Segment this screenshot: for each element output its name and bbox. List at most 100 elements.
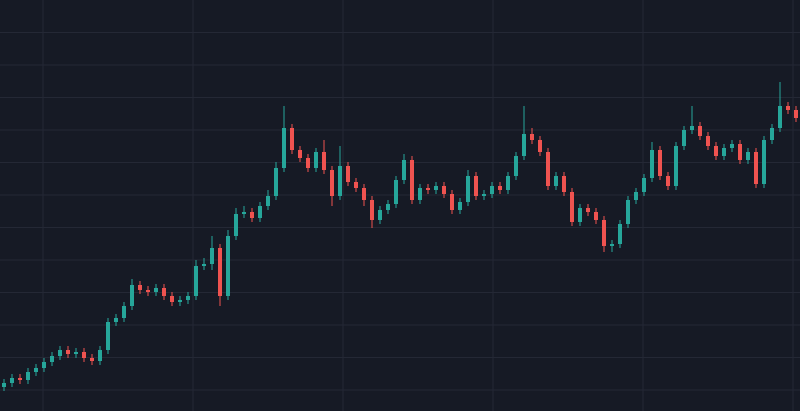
candle-body — [138, 285, 142, 290]
candle-body — [346, 166, 350, 182]
candle-body — [794, 110, 798, 118]
candle-body — [202, 264, 206, 266]
candle-body — [442, 186, 446, 194]
candle-body — [106, 322, 110, 350]
candle-body — [338, 166, 342, 196]
candle-body — [514, 156, 518, 176]
candle-body — [738, 144, 742, 160]
candle-body — [330, 170, 334, 196]
candle-body — [26, 372, 30, 380]
candle-body — [194, 266, 198, 296]
candle-body — [58, 350, 62, 356]
candle-body — [498, 186, 502, 190]
candle-body — [242, 212, 246, 214]
candle-body — [690, 126, 694, 130]
candle-body — [82, 352, 86, 358]
candle-body — [298, 150, 302, 158]
candle-body — [394, 180, 398, 204]
candle-body — [786, 106, 790, 110]
candle-body — [714, 146, 718, 156]
candle-body — [450, 194, 454, 210]
candle-body — [474, 176, 478, 196]
candle-body — [706, 136, 710, 146]
candle-body — [34, 368, 38, 372]
candle-body — [66, 350, 70, 354]
candle-body — [698, 126, 702, 136]
candle-body — [506, 176, 510, 190]
candle-body — [426, 188, 430, 190]
candle-body — [658, 150, 662, 176]
candle-body — [554, 176, 558, 186]
candle-body — [434, 186, 438, 190]
candle-body — [522, 134, 526, 156]
candle-body — [770, 128, 774, 140]
candle-body — [370, 200, 374, 220]
candle-body — [594, 212, 598, 220]
candle-body — [250, 212, 254, 218]
candle-body — [610, 244, 614, 246]
candle-body — [306, 158, 310, 168]
candle-body — [634, 192, 638, 200]
candle-body — [730, 144, 734, 148]
candle-body — [586, 208, 590, 212]
candle-body — [570, 192, 574, 222]
candle-body — [282, 128, 286, 168]
candle-body — [114, 318, 118, 322]
candle-body — [562, 176, 566, 192]
candle-body — [10, 378, 14, 383]
candle-body — [466, 176, 470, 202]
candles — [2, 82, 798, 391]
candle-body — [402, 160, 406, 180]
candle-body — [218, 248, 222, 296]
candle-body — [266, 196, 270, 206]
candle-body — [146, 290, 150, 292]
candle-body — [386, 204, 390, 210]
candle-body — [458, 202, 462, 210]
candle-body — [258, 206, 262, 218]
candle-body — [50, 356, 54, 362]
candle-body — [18, 378, 22, 380]
candle-body — [362, 188, 366, 200]
candle-body — [226, 236, 230, 296]
candle-body — [746, 152, 750, 160]
candle-body — [482, 194, 486, 196]
candle-body — [74, 352, 78, 354]
candle-body — [314, 152, 318, 168]
candle-body — [130, 285, 134, 306]
candle-body — [602, 220, 606, 246]
candle-body — [778, 106, 782, 128]
candle-body — [762, 140, 766, 184]
candle-body — [546, 152, 550, 186]
candle-body — [178, 300, 182, 302]
candle-body — [490, 186, 494, 194]
candle-body — [154, 288, 158, 292]
candle-body — [234, 214, 238, 236]
candle-body — [626, 200, 630, 224]
candle-body — [674, 146, 678, 186]
candle-body — [210, 248, 214, 264]
candle-body — [642, 178, 646, 192]
candle-body — [2, 383, 6, 387]
candle-body — [578, 208, 582, 222]
candle-body — [410, 160, 414, 200]
candle-body — [722, 148, 726, 156]
candle-body — [170, 296, 174, 302]
candle-body — [538, 140, 542, 152]
candle-body — [162, 288, 166, 296]
candle-body — [354, 182, 358, 188]
candle-body — [418, 188, 422, 200]
candle-body — [666, 176, 670, 186]
candle-body — [290, 128, 294, 150]
candle-body — [650, 150, 654, 178]
candle-body — [322, 152, 326, 170]
candle-body — [90, 358, 94, 361]
candle-body — [682, 130, 686, 146]
candle-body — [42, 362, 46, 368]
candle-body — [378, 210, 382, 220]
candle-body — [186, 296, 190, 300]
candle-body — [618, 224, 622, 244]
